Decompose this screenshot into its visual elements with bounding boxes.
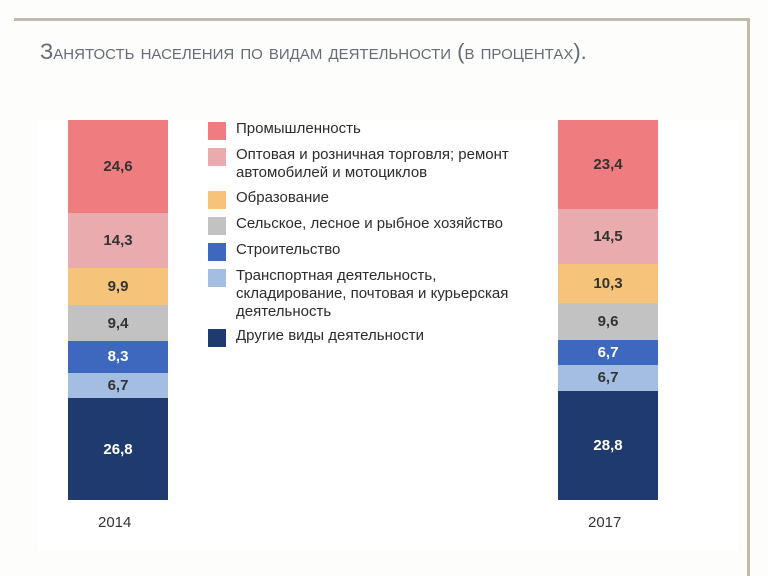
legend-item-industry: Промышленность	[208, 120, 518, 140]
stacked-bar-2014: 24,614,39,99,48,36,726,8	[68, 120, 168, 500]
legend-swatch-other	[208, 329, 226, 347]
legend-item-agriculture: Сельское, лесное и рыбное хозяйство	[208, 215, 518, 235]
legend-item-transport: Транспортная деятельность, складирование…	[208, 267, 518, 322]
legend-item-other: Другие виды деятельности	[208, 327, 518, 347]
legend-label-transport: Транспортная деятельность, складирование…	[236, 267, 518, 322]
year-label-2017: 2017	[588, 514, 621, 531]
legend-swatch-transport	[208, 269, 226, 287]
segment-education: 9,9	[68, 268, 168, 306]
year-label-2014: 2014	[98, 514, 131, 531]
chart-area: 24,614,39,99,48,36,726,8 2014 Промышленн…	[38, 120, 738, 550]
segment-other: 26,8	[68, 398, 168, 500]
legend-item-education: Образование	[208, 189, 518, 209]
segment-industry: 23,4	[558, 120, 658, 209]
legend-label-education: Образование	[236, 189, 329, 207]
legend-swatch-education	[208, 191, 226, 209]
segment-transport: 6,7	[68, 373, 168, 398]
page-title: Занятость населения по видам деятельност…	[40, 38, 728, 66]
legend-item-trade: Оптовая и розничная торговля; ремонт авт…	[208, 146, 518, 183]
legend-label-construction: Строительство	[236, 241, 340, 259]
legend-label-agriculture: Сельское, лесное и рыбное хозяйство	[236, 215, 503, 233]
legend-label-other: Другие виды деятельности	[236, 327, 424, 345]
segment-education: 10,3	[558, 264, 658, 303]
segment-trade: 14,3	[68, 213, 168, 267]
legend-swatch-construction	[208, 243, 226, 261]
segment-agriculture: 9,4	[68, 305, 168, 341]
legend-label-industry: Промышленность	[236, 120, 361, 138]
chart-legend: Промышленность Оптовая и розничная торгов…	[208, 120, 518, 353]
legend-swatch-trade	[208, 148, 226, 166]
legend-swatch-agriculture	[208, 217, 226, 235]
stacked-bar-2017: 23,414,510,39,66,76,728,8	[558, 120, 658, 500]
segment-industry: 24,6	[68, 120, 168, 213]
segment-agriculture: 9,6	[558, 303, 658, 339]
segment-other: 28,8	[558, 391, 658, 500]
segment-construction: 6,7	[558, 340, 658, 365]
segment-transport: 6,7	[558, 365, 658, 390]
legend-swatch-industry	[208, 122, 226, 140]
legend-label-trade: Оптовая и розничная торговля; ремонт авт…	[236, 146, 518, 183]
segment-construction: 8,3	[68, 341, 168, 373]
legend-item-construction: Строительство	[208, 241, 518, 261]
segment-trade: 14,5	[558, 209, 658, 264]
